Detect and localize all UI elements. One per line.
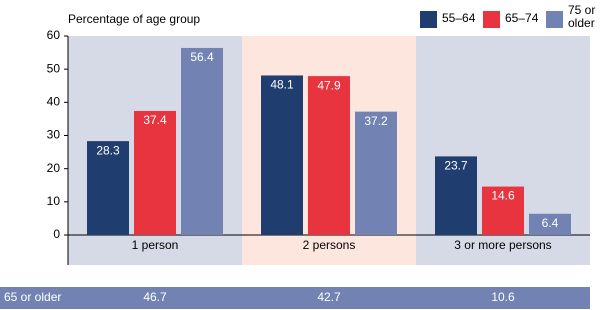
y-tick-label: 40 — [47, 95, 61, 109]
legend-swatch — [483, 11, 500, 28]
y-tick-label: 10 — [47, 194, 61, 208]
value-label: 6.4 — [542, 216, 559, 230]
summary-value: 46.7 — [143, 290, 167, 304]
x-tick-label: 1 person — [132, 238, 179, 252]
value-label: 14.6 — [491, 189, 515, 203]
y-axis-label: Percentage of age group — [68, 12, 200, 26]
value-label: 47.9 — [317, 78, 341, 92]
x-tick-label: 3 or more persons — [454, 238, 551, 252]
legend-swatch — [420, 11, 437, 28]
value-label: 48.1 — [270, 78, 294, 92]
bar — [134, 110, 176, 235]
summary-value: 42.7 — [317, 290, 341, 304]
y-tick-label: 60 — [47, 28, 61, 42]
bar — [87, 141, 129, 235]
bar — [355, 111, 397, 235]
y-tick-label: 50 — [47, 61, 61, 75]
value-label: 56.4 — [190, 50, 214, 64]
bar — [529, 213, 571, 235]
summary-band — [0, 287, 590, 309]
value-label: 37.4 — [143, 113, 167, 127]
legend-label: 55–64 — [442, 11, 476, 25]
summary-label: 65 or older — [4, 290, 61, 304]
legend-label: 75 or older — [568, 3, 595, 30]
y-tick-label: 20 — [47, 161, 61, 175]
summary-value: 10.6 — [491, 290, 515, 304]
legend-swatch — [546, 11, 563, 28]
bar — [308, 76, 350, 235]
value-label: 37.2 — [364, 114, 388, 128]
x-tick-label: 2 persons — [303, 238, 356, 252]
y-tick-label: 0 — [53, 227, 60, 241]
bar — [181, 47, 223, 235]
bar — [482, 186, 524, 235]
legend-label: 65–74 — [505, 11, 539, 25]
y-tick-label: 30 — [47, 128, 61, 142]
value-label: 23.7 — [444, 159, 468, 173]
value-label: 28.3 — [96, 143, 120, 157]
bar — [261, 75, 303, 236]
bar — [435, 156, 477, 235]
